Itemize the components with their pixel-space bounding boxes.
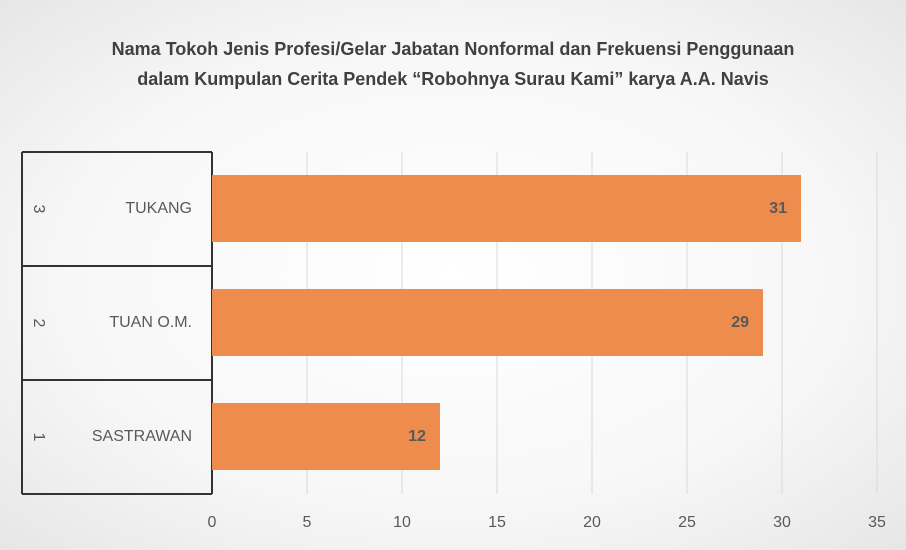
x-tick-label: 0 <box>208 514 217 531</box>
x-tick-label: 25 <box>678 514 696 531</box>
category-label: SASTRAWAN <box>92 428 192 445</box>
group-label: 2 <box>30 319 47 328</box>
x-tick-label: 20 <box>583 514 601 531</box>
data-label: 29 <box>731 314 749 331</box>
category-label: TUKANG <box>125 200 192 217</box>
data-label: 12 <box>408 428 426 445</box>
category-label: TUAN O.M. <box>109 314 192 331</box>
bar <box>212 403 440 470</box>
bar <box>212 289 763 356</box>
group-label: 1 <box>30 433 47 442</box>
bar <box>212 175 801 242</box>
x-tick-label: 35 <box>868 514 886 531</box>
x-tick-label: 30 <box>773 514 791 531</box>
chart-title: Nama Tokoh Jenis Profesi/Gelar Jabatan N… <box>111 39 795 89</box>
group-label: 3 <box>30 205 47 214</box>
data-label: 31 <box>769 200 787 217</box>
x-tick-label: 10 <box>393 514 411 531</box>
x-tick-label: 5 <box>303 514 312 531</box>
x-tick-label: 15 <box>488 514 506 531</box>
